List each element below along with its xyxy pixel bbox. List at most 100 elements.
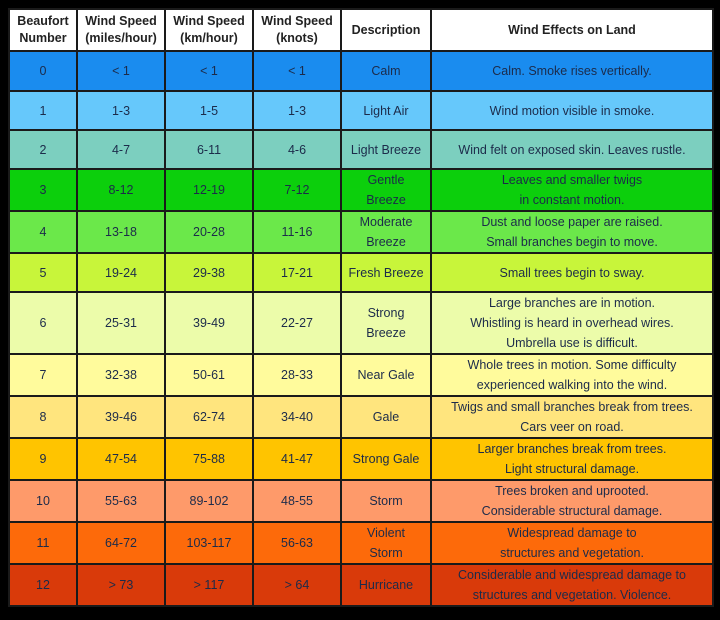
cell-wind-mph: 25-31: [76, 291, 166, 355]
cell-line: Breeze: [366, 193, 406, 207]
cell-wind-effects: Whole trees in motion. Some difficulty ex…: [430, 353, 714, 397]
cell-line: Considerable and widespread damage to: [458, 568, 686, 582]
table-row: 1 1-3 1-5 1-3 Light Air Wind motion visible i…: [8, 90, 714, 131]
cell-description: Hurricane: [340, 563, 432, 607]
table-row: 7 32-38 50-61 28-33 Near Gale Whole trees in …: [8, 353, 714, 397]
cell-description: Violent Storm: [340, 521, 432, 565]
header-wind-speed-knots: Wind Speed (knots): [252, 8, 342, 52]
cell-line: Twigs and small branches break from tree…: [451, 400, 693, 414]
cell-beaufort-number: 4: [8, 210, 78, 254]
cell-line: Large branches are in motion.: [488, 296, 656, 310]
cell-wind-kmh: < 1: [164, 50, 254, 92]
cell-line: Larger branches break from trees.: [477, 442, 667, 456]
cell-line: Light structural damage.: [504, 462, 640, 476]
cell-wind-mph: > 73: [76, 563, 166, 607]
cell-wind-effects: Dust and loose paper are raised. Small br…: [430, 210, 714, 254]
cell-line: Breeze: [366, 235, 406, 249]
cell-line: experienced walking into the wind.: [476, 378, 668, 392]
table-row: 6 25-31 39-49 22-27 Strong Breeze Large branch…: [8, 291, 714, 355]
header-description: Description: [340, 8, 432, 52]
table-row: 10 55-63 89-102 48-55 Storm Trees broken and …: [8, 479, 714, 523]
cell-description: Strong Breeze: [340, 291, 432, 355]
cell-line: Near Gale: [357, 368, 415, 382]
cell-line: Calm. Smoke rises vertically.: [492, 64, 652, 78]
cell-wind-kmh: 12-19: [164, 168, 254, 212]
header-line: Wind Effects on Land: [508, 22, 636, 37]
cell-wind-knots: 34-40: [252, 395, 342, 439]
cell-line: Wind felt on exposed skin. Leaves rustle…: [458, 142, 686, 157]
cell-wind-mph: 1-3: [76, 90, 166, 131]
cell-line: Widespread damage to: [507, 526, 637, 540]
cell-line: Considerable structural damage.: [481, 504, 663, 518]
header-wind-effects: Wind Effects on Land: [430, 8, 714, 52]
cell-wind-knots: 28-33: [252, 353, 342, 397]
cell-beaufort-number: 9: [8, 437, 78, 481]
cell-line: Hurricane: [358, 578, 414, 592]
cell-beaufort-number: 3: [8, 168, 78, 212]
header-line: (km/hour): [180, 31, 238, 45]
header-line: Beaufort: [17, 14, 69, 28]
cell-description: Strong Gale: [340, 437, 432, 481]
table-row: 11 64-72 103-117 56-63 Violent Storm Widesprea…: [8, 521, 714, 565]
cell-description: Calm: [340, 50, 432, 92]
header-line: Description: [351, 22, 421, 37]
header-wind-speed-mph: Wind Speed (miles/hour): [76, 8, 166, 52]
cell-wind-effects: Small trees begin to sway.: [430, 252, 714, 293]
cell-wind-kmh: > 117: [164, 563, 254, 607]
cell-wind-kmh: 62-74: [164, 395, 254, 439]
cell-wind-knots: 7-12: [252, 168, 342, 212]
cell-wind-effects: Considerable and widespread damage to str…: [430, 563, 714, 607]
table-row: 0 < 1 < 1 < 1 Calm Calm. Smoke rises vertical…: [8, 50, 714, 92]
cell-beaufort-number: 1: [8, 90, 78, 131]
table-row: 3 8-12 12-19 7-12 Gentle Breeze Leaves and sma…: [8, 168, 714, 212]
cell-wind-knots: 17-21: [252, 252, 342, 293]
cell-wind-mph: 32-38: [76, 353, 166, 397]
cell-wind-knots: > 64: [252, 563, 342, 607]
cell-wind-kmh: 50-61: [164, 353, 254, 397]
cell-wind-kmh: 1-5: [164, 90, 254, 131]
cell-beaufort-number: 5: [8, 252, 78, 293]
cell-description: Storm: [340, 479, 432, 523]
cell-line: Whole trees in motion. Some difficulty: [467, 358, 677, 372]
cell-description: Light Air: [340, 90, 432, 131]
cell-wind-effects: Large branches are in motion. Whistling i…: [430, 291, 714, 355]
cell-description: Gale: [340, 395, 432, 439]
cell-wind-knots: 1-3: [252, 90, 342, 131]
cell-wind-effects: Wind motion visible in smoke.: [430, 90, 714, 131]
header-beaufort-number: Beaufort Number: [8, 8, 78, 52]
cell-wind-kmh: 103-117: [164, 521, 254, 565]
cell-beaufort-number: 2: [8, 129, 78, 170]
cell-line: Dust and loose paper are raised.: [481, 215, 663, 229]
cell-line: Strong: [367, 306, 405, 320]
cell-beaufort-number: 6: [8, 291, 78, 355]
cell-line: Leaves and smaller twigs: [501, 173, 643, 187]
cell-beaufort-number: 8: [8, 395, 78, 439]
header-row: Beaufort Number Wind Speed (miles/hour) Wind…: [8, 8, 714, 52]
cell-wind-mph: 13-18: [76, 210, 166, 254]
cell-wind-effects: Wind felt on exposed skin. Leaves rustle…: [430, 129, 714, 170]
cell-description: Gentle Breeze: [340, 168, 432, 212]
cell-wind-knots: < 1: [252, 50, 342, 92]
cell-line: Light Breeze: [350, 142, 422, 157]
cell-wind-knots: 4-6: [252, 129, 342, 170]
cell-wind-effects: Trees broken and uprooted. Considerable s…: [430, 479, 714, 523]
cell-wind-kmh: 75-88: [164, 437, 254, 481]
cell-wind-mph: 64-72: [76, 521, 166, 565]
header-line: Wind Speed: [261, 14, 333, 28]
cell-line: Whistling is heard in overhead wires.: [470, 316, 674, 330]
cell-wind-kmh: 20-28: [164, 210, 254, 254]
cell-beaufort-number: 11: [8, 521, 78, 565]
cell-line: in constant motion.: [519, 193, 625, 207]
cell-description: Fresh Breeze: [340, 252, 432, 293]
cell-line: Breeze: [366, 326, 406, 340]
cell-wind-mph: 55-63: [76, 479, 166, 523]
header-line: Wind Speed: [85, 14, 157, 28]
cell-wind-mph: 8-12: [76, 168, 166, 212]
table-row: 4 13-18 20-28 11-16 Moderate Breeze Dust and l…: [8, 210, 714, 254]
header-wind-speed-kmh: Wind Speed (km/hour): [164, 8, 254, 52]
cell-wind-mph: 39-46: [76, 395, 166, 439]
cell-line: Wind motion visible in smoke.: [489, 103, 655, 118]
cell-beaufort-number: 10: [8, 479, 78, 523]
header-line: Number: [19, 31, 67, 45]
cell-line: structures and vegetation. Violence.: [472, 588, 672, 602]
